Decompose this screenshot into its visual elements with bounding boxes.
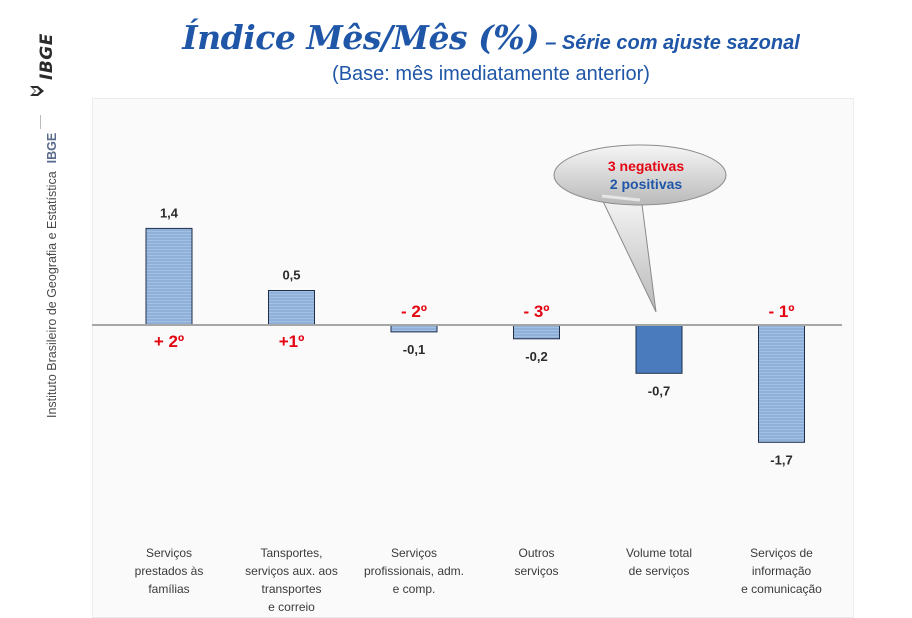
category-label-2-line-1: Tansportes,	[260, 546, 322, 560]
rank-label-6: - 1º	[768, 302, 794, 321]
value-label-3: -0,1	[403, 342, 425, 357]
category-label-5-line-2: de serviços	[629, 564, 690, 578]
category-label-3-line-2: profissionais, adm.	[364, 564, 464, 578]
callout-negatives: 3 negativas	[608, 158, 684, 174]
callout-bubble: 3 negativas 2 positivas	[553, 144, 727, 313]
category-label-6-line-2: informação	[752, 564, 812, 578]
ibge-mark-icon	[30, 86, 44, 96]
category-label-2-line-3: transportes	[261, 582, 321, 596]
rank-label-1: + 2º	[154, 332, 184, 351]
bar-1	[145, 227, 193, 326]
value-label-2: 0,5	[282, 268, 300, 283]
category-label-5-line-1: Volume total	[626, 546, 692, 560]
value-label-6: -1,7	[770, 452, 792, 467]
category-label-3-line-1: Serviços	[391, 546, 437, 560]
ibge-logo: IBGE	[4, 18, 62, 98]
category-label-2-line-2: serviços aux. aos	[245, 564, 338, 578]
bar-2	[268, 290, 315, 326]
bar-5	[635, 324, 683, 374]
title-row: Índice Mês/Mês (%) – Série com ajuste saz…	[70, 18, 912, 57]
category-label-6-line-1: Serviços de	[750, 546, 813, 560]
bar-6	[758, 324, 805, 443]
bar-4	[513, 324, 560, 340]
category-label-3-line-3: e comp.	[393, 582, 436, 596]
chart-base-note: (Base: mês imediatamente anterior)	[332, 63, 650, 85]
rank-label-2: +1º	[279, 332, 305, 351]
category-label-4-line-1: Outros	[518, 546, 554, 560]
rank-label-4: - 3º	[523, 302, 549, 321]
category-label-2-line-4: e correio	[268, 600, 315, 614]
labels-group: 1,4 + 2º Serviços prestados às famílias 0,5 +1…	[135, 205, 823, 614]
value-label-4: -0,2	[525, 349, 547, 364]
category-label-1-line-1: Serviços	[146, 546, 192, 560]
chart-title: Índice Mês/Mês (%)	[182, 18, 540, 57]
sidebar-divider	[40, 115, 41, 129]
bar-3	[390, 324, 438, 333]
category-label-6-line-3: e comunicação	[741, 582, 822, 596]
chart-subtitle: – Série com ajuste sazonal	[545, 32, 800, 54]
bars-group	[145, 227, 805, 443]
sidebar: IBGE Instituto Brasileiro de Geografia e…	[0, 0, 70, 618]
category-label-4-line-2: serviços	[514, 564, 558, 578]
callout-positives: 2 positivas	[610, 176, 683, 192]
category-label-1-line-3: famílias	[148, 582, 189, 596]
value-label-1: 1,4	[160, 205, 179, 220]
value-label-5: -0,7	[648, 383, 670, 398]
rank-label-3: - 2º	[401, 302, 427, 321]
category-label-1-line-2: prestados às	[135, 564, 204, 578]
